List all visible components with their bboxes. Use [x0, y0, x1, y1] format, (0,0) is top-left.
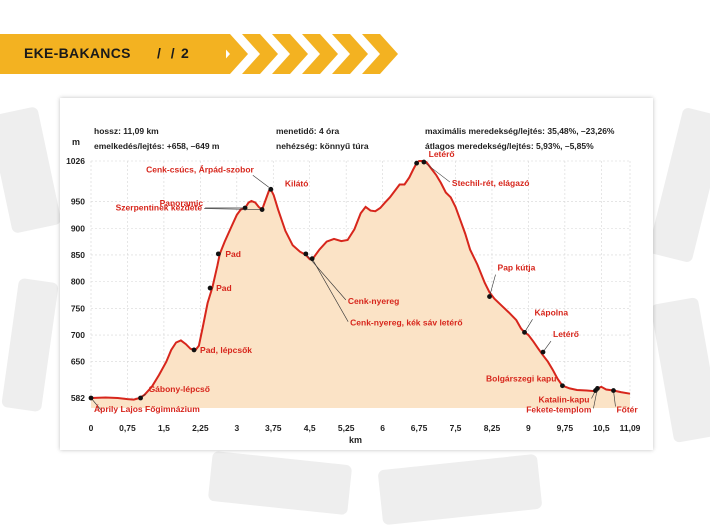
- waypoint-leader: [489, 274, 496, 297]
- summit-leader: [252, 175, 270, 188]
- waypoint-marker: [414, 160, 420, 166]
- waypoint-marker: [487, 294, 492, 299]
- x-tick-label: 1,5: [158, 423, 170, 433]
- waypoint-marker: [259, 207, 265, 212]
- waypoint-marker: [215, 251, 221, 257]
- waypoint-leader: [524, 319, 533, 333]
- waypoint-label: Panoramic: [160, 198, 204, 208]
- stat-time: menetidő: 4 óra: [276, 126, 340, 136]
- y-tick-label: 950: [71, 197, 85, 207]
- waypoint-label: Áprily Lajos Főgimnázium: [94, 404, 200, 414]
- x-tick-label: 3: [234, 423, 239, 433]
- x-tick-label: 3,75: [265, 423, 282, 433]
- waypoint-leader: [593, 388, 598, 409]
- x-tick-label: 7,5: [450, 423, 462, 433]
- waypoint-leader: [423, 161, 451, 183]
- y-tick-label: 850: [71, 250, 85, 260]
- waypoint-marker: [207, 285, 213, 291]
- x-tick-label: 8,25: [484, 423, 501, 433]
- waypoint-marker: [522, 329, 527, 335]
- waypoint-labels: Áprily Lajos Főgimnázium Gábony-lépcső Pad…: [94, 149, 638, 414]
- y-axis-ticks: 582 650 700 750 800 850 900 950 1026: [66, 156, 85, 403]
- waypoint-marker: [242, 205, 248, 211]
- x-axis-label: km: [349, 435, 362, 445]
- waypoint-label: Pad: [225, 249, 241, 259]
- waypoint-label: Kilátó: [285, 178, 309, 188]
- stat-max-slope: maximális meredekség/lejtés: 35,48%, –23…: [425, 126, 615, 136]
- page-title: EKE-BAKANCS: [24, 45, 131, 61]
- waypoint-marker: [138, 395, 143, 401]
- waypoint-leader: [204, 208, 263, 210]
- waypoint-label: Pad: [216, 283, 232, 293]
- waypoint-label: Főtér: [616, 405, 638, 415]
- header-banner: [0, 34, 226, 74]
- x-tick-label: 9,75: [557, 423, 574, 433]
- waypoint-label: Pad, lépcsők: [200, 345, 252, 355]
- waypoint-leader: [90, 397, 102, 411]
- x-tick-label: 6: [380, 423, 385, 433]
- waypoint-label: Kápolna: [535, 307, 569, 317]
- waypoint-label: Cenk-nyereg, kék sáv letérő: [350, 318, 462, 328]
- waypoint-marker: [421, 159, 427, 165]
- waypoint-leader: [311, 258, 349, 322]
- x-tick-label: 0,75: [119, 423, 136, 433]
- waypoint-marker: [88, 395, 94, 401]
- stat-elevation: emelkedés/lejtés: +658, –649 m: [94, 141, 220, 151]
- waypoint-marker: [611, 388, 616, 393]
- profile-area: [91, 161, 630, 408]
- title-separator: / /: [157, 45, 178, 61]
- waypoint-marker: [303, 251, 309, 257]
- chevron-arrows-icon: [212, 34, 398, 74]
- waypoint-leader: [305, 253, 347, 301]
- page-number: 2: [181, 45, 189, 61]
- waypoint-label: Pap kútja: [498, 263, 536, 273]
- waypoint-marker: [309, 256, 315, 262]
- waypoint-label: Fekete-templom: [526, 404, 592, 414]
- waypoint-leader: [613, 390, 616, 407]
- waypoint-markers: [88, 159, 616, 411]
- x-tick-label: 0: [89, 423, 94, 433]
- x-tick-label: 5,25: [338, 423, 355, 433]
- y-tick-label: 582: [71, 393, 85, 403]
- waypoint-label: Letérő: [429, 149, 455, 159]
- waypoint-label: Cenk-nyereg: [348, 296, 400, 306]
- y-axis-label: m: [72, 137, 80, 147]
- stat-difficulty: nehézség: könnyű túra: [276, 141, 369, 151]
- x-tick-label: 11,09: [620, 423, 641, 433]
- y-tick-label: 700: [71, 330, 85, 340]
- waypoint-label: Stechil-rét, elágazó: [452, 178, 529, 188]
- waypoint-marker: [191, 347, 197, 353]
- x-tick-label: 10,5: [593, 423, 610, 433]
- x-axis-ticks: 0 0,75 1,5 2,25 3 3,75 4,5 5,25 6 6,75 7,5 8,25 9 9,7…: [89, 423, 641, 433]
- x-tick-label: 9: [526, 423, 531, 433]
- waypoint-marker: [268, 186, 274, 192]
- waypoint-label: Gábony-lépcső: [149, 384, 210, 394]
- waypoint-label: Szerpentinek kezdete: [116, 203, 203, 213]
- y-tick-label: 750: [71, 303, 85, 313]
- y-tick-label: 900: [71, 223, 85, 233]
- x-tick-label: 4,5: [304, 423, 316, 433]
- y-tick-label: 800: [71, 277, 85, 287]
- stat-avg-slope: átlagos meredekség/lejtés: 5,93%, –5,85%: [425, 141, 594, 151]
- waypoint-marker: [595, 385, 600, 391]
- stat-length: hossz: 11,09 km: [94, 126, 159, 136]
- summit-label: Cenk-csúcs, Árpád-szobor: [146, 164, 254, 174]
- waypoint-marker: [560, 383, 565, 389]
- y-tick-label: 1026: [66, 156, 85, 166]
- waypoint-label: Bolgárszegi kapu: [486, 374, 556, 384]
- x-tick-label: 2,25: [192, 423, 209, 433]
- profile-line: [90, 160, 631, 401]
- waypoint-label: Katalin-kapu: [538, 395, 589, 405]
- x-tick-label: 6,75: [411, 423, 428, 433]
- y-tick-label: 650: [71, 357, 85, 367]
- waypoint-marker: [540, 349, 546, 355]
- waypoint-label: Letérő: [553, 329, 579, 339]
